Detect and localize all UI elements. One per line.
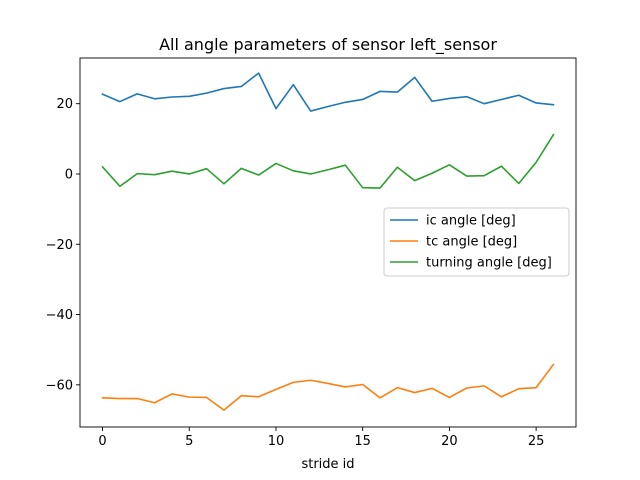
legend-label-2: turning angle [deg]: [426, 256, 552, 271]
axes: 0 5 10 15 20 25 20 0 −20 −40 −60: [46, 57, 577, 449]
x-tick-label-4: 20: [441, 434, 458, 449]
y-tick-label-4: −60: [46, 378, 73, 393]
x-tick-label-5: 25: [528, 434, 545, 449]
legend: ic angle [deg] tc angle [deg] turning angl…: [383, 207, 570, 277]
chart-title: All angle parameters of sensor left_sens…: [159, 35, 497, 55]
y-tick-label-3: −40: [46, 308, 73, 323]
legend-box: [383, 207, 570, 277]
y-tick-label-2: −20: [46, 238, 73, 253]
y-tick-label-1: 0: [65, 167, 73, 182]
x-tick-label-1: 5: [185, 434, 193, 449]
series-line-2: [101, 133, 555, 189]
plot-lines: [101, 72, 555, 411]
x-tick-label-0: 0: [98, 434, 106, 449]
x-tick-label-2: 10: [268, 434, 285, 449]
x-axis-label: stride id: [301, 457, 354, 472]
x-tick-label-3: 15: [354, 434, 371, 449]
legend-label-1: tc angle [deg]: [426, 235, 517, 250]
legend-label-0: ic angle [deg]: [426, 214, 516, 229]
series-line-1: [101, 363, 555, 411]
series-line-0: [101, 72, 555, 112]
y-tick-label-0: 20: [56, 97, 73, 112]
plot-frame: [79, 57, 577, 428]
